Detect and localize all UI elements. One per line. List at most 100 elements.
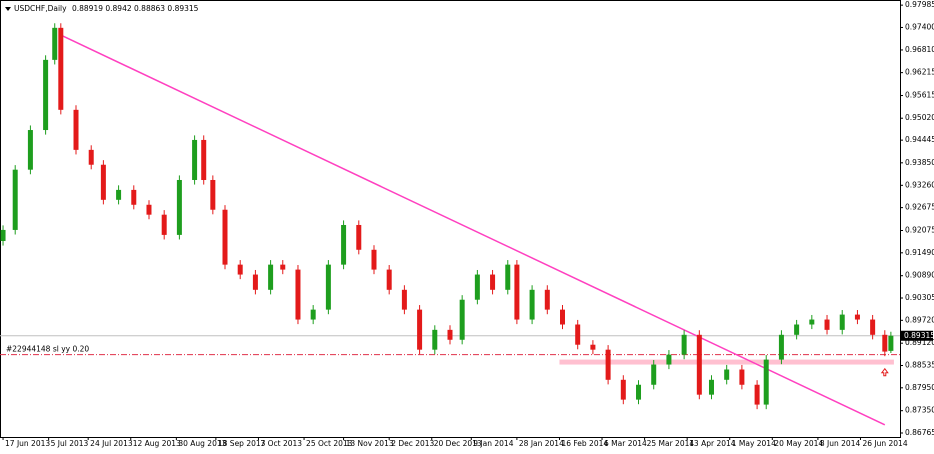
x-tick-label: 7 Oct 2013 [260, 439, 302, 448]
price-tag-label: 0.89315 [904, 331, 934, 340]
x-tick-label: 2 Dec 2013 [391, 439, 434, 448]
x-tick-label: 5 Jul 2013 [51, 439, 89, 448]
arrow-icon [880, 367, 889, 377]
y-tick-label: 0.89120 [905, 338, 934, 347]
price-tag [901, 330, 933, 341]
x-tick-label: 28 Jan 2014 [519, 439, 564, 448]
y-tick-label: 0.88535 [905, 361, 934, 370]
x-tick-label: 20 Dec 2013 [434, 439, 482, 448]
candle-body [222, 209, 228, 265]
candle-body [52, 27, 58, 60]
candle-body [888, 335, 894, 351]
candle-body [870, 319, 876, 335]
candle-body [459, 299, 465, 340]
candle-body [505, 264, 511, 290]
candle-body [73, 109, 79, 150]
candle-body [809, 319, 815, 325]
symbol: USDCHF,Daily [14, 4, 67, 13]
candle-body [544, 289, 550, 310]
y-tick-label: 0.92075 [905, 226, 934, 235]
x-tick-label: 30 Aug 2013 [178, 439, 226, 448]
candle-body [0, 229, 6, 241]
candle-body [529, 289, 535, 320]
x-tick-label: 9 Jan 2014 [473, 439, 513, 448]
x-tick-label: 17 Jun 2013 [5, 439, 50, 448]
x-tick-label: 12 Aug 2013 [133, 439, 181, 448]
y-tick-label: 0.90305 [905, 293, 934, 302]
candle-body [146, 204, 152, 215]
candle-body [237, 264, 243, 275]
candle-body [432, 329, 438, 350]
candle-body [514, 264, 520, 320]
y-tick-label: 0.97985 [905, 0, 934, 9]
candle-body [447, 329, 453, 340]
trendline [60, 34, 886, 426]
candle-body [27, 130, 33, 170]
x-tick-label: 25 Mar 2014 [647, 439, 695, 448]
x-tick-label: 16 Feb 2014 [561, 439, 608, 448]
candle-body [280, 264, 286, 270]
x-tick-label: 18 Sep 2013 [218, 439, 266, 448]
y-tick-label: 0.92675 [905, 203, 934, 212]
candle-body [724, 369, 730, 380]
x-tick-label: 13 Nov 2013 [346, 439, 394, 448]
candle-body [490, 274, 496, 290]
x-tick-label: 24 Jul 2013 [90, 439, 133, 448]
last-close: 0.89315 [167, 4, 198, 13]
x-tick-label: 1 May 2014 [732, 439, 776, 448]
y-tick-label: 0.96810 [905, 45, 934, 54]
candle-body [252, 274, 258, 290]
last-low: 0.88863 [134, 4, 165, 13]
candle-body [192, 139, 198, 180]
candle-body [88, 149, 94, 165]
x-tick-label: 13 Apr 2014 [689, 439, 736, 448]
candle-body [58, 27, 64, 110]
x-tick-label: 6 Mar 2014 [604, 439, 647, 448]
candle-body [754, 384, 760, 405]
candle-body [882, 334, 888, 352]
y-tick-label: 0.95615 [905, 91, 934, 100]
candle-body [371, 249, 377, 270]
y-tick-label: 0.95020 [905, 113, 934, 122]
y-tick-label: 0.87350 [905, 406, 934, 415]
candle-body [708, 379, 714, 395]
x-tick-label: 26 Jun 2014 [862, 439, 907, 448]
candle-body [763, 359, 769, 405]
candle-body [794, 324, 800, 335]
order-label: #22944148 sl yy 0.20 [6, 345, 89, 354]
candle-body [401, 289, 407, 310]
candle-body [666, 354, 672, 365]
candle-body [696, 334, 702, 395]
x-tick-label: 25 Oct 2013 [306, 439, 353, 448]
candle-body [651, 364, 657, 385]
candle-body [681, 334, 687, 355]
candle-body [201, 139, 207, 180]
candle-body [325, 264, 331, 310]
y-tick-label: 0.87950 [905, 383, 934, 392]
candle-body [605, 349, 611, 380]
zone [559, 359, 894, 365]
candle-body [310, 309, 316, 320]
y-tick-label: 0.96215 [905, 68, 934, 77]
candle-body [854, 314, 860, 320]
candle-body [590, 344, 596, 350]
candle-body [474, 274, 480, 300]
candle-body [560, 309, 565, 325]
candle-body [176, 179, 182, 235]
candle-body [739, 369, 745, 385]
chart-header: USDCHF,Daily 0.88919 0.8942 0.88863 0.89… [14, 4, 199, 13]
y-tick-label: 0.94445 [905, 135, 934, 144]
candle-body [210, 179, 216, 210]
y-tick-label: 0.90890 [905, 271, 934, 280]
candle-body [268, 264, 274, 290]
candle-body [116, 189, 122, 200]
candle-body [839, 314, 845, 330]
candle-body [636, 384, 642, 400]
candle-body [824, 319, 830, 330]
candle-body [12, 169, 18, 230]
last-high: 0.8942 [105, 4, 131, 13]
y-tick-label: 0.89720 [905, 315, 934, 324]
y-tick-label: 0.93260 [905, 180, 934, 189]
x-tick-label: 20 May 2014 [774, 439, 823, 448]
